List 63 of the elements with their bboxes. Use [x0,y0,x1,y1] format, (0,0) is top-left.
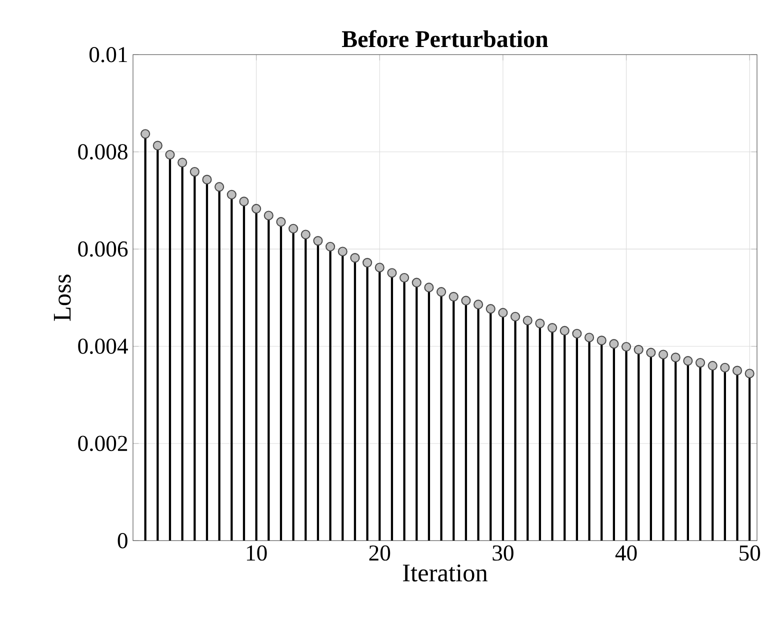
x-tick-label: 20 [369,546,390,561]
point [634,345,644,355]
point [288,224,298,234]
point [252,204,262,214]
x-tick-label: 30 [492,546,514,561]
x-tick-label: 10 [246,546,267,561]
point [510,312,520,322]
point [670,352,680,362]
point [178,158,188,168]
point [621,342,632,352]
point [387,268,397,278]
point [152,140,162,151]
x-tick-label: 40 [615,546,637,561]
point [560,326,570,336]
point [165,150,175,160]
point [436,287,446,297]
y-tick-label: 0.004 [78,338,128,354]
point [584,332,594,342]
point [683,356,693,366]
point [473,300,484,310]
point [708,361,718,371]
point [326,242,336,252]
point [338,246,348,256]
point [461,296,471,306]
point [400,273,410,283]
point [424,282,434,292]
y-axis-title: Loss [54,274,71,322]
point [313,236,323,246]
point [732,366,742,376]
point [522,316,532,326]
point [276,217,286,227]
point [609,339,619,349]
point [264,210,274,220]
point [140,129,150,139]
point [239,196,249,206]
point [720,363,730,373]
y-tick-label: 0 [118,533,128,548]
point [572,328,582,339]
point [498,308,508,318]
chart-title: Before Perturbation [342,30,548,48]
point [202,174,212,185]
x-tick-label: 50 [740,546,760,561]
point [412,278,422,288]
point [226,190,236,200]
point [695,358,706,368]
y-tick-label: 0.008 [78,144,128,160]
point [300,230,310,240]
x-axis-title: Iteration [403,564,488,582]
point [448,292,458,302]
point [190,167,200,177]
y-tick-label: 0.006 [78,242,128,257]
point [214,182,224,192]
point [646,348,656,358]
y-tick-label: 0.01 [89,47,127,63]
point [547,323,558,333]
point [596,336,606,346]
point [486,304,496,314]
point [374,262,384,272]
point [350,253,360,263]
point [362,258,372,268]
point [658,350,668,360]
point [535,318,545,328]
y-tick-label: 0.002 [78,436,128,452]
